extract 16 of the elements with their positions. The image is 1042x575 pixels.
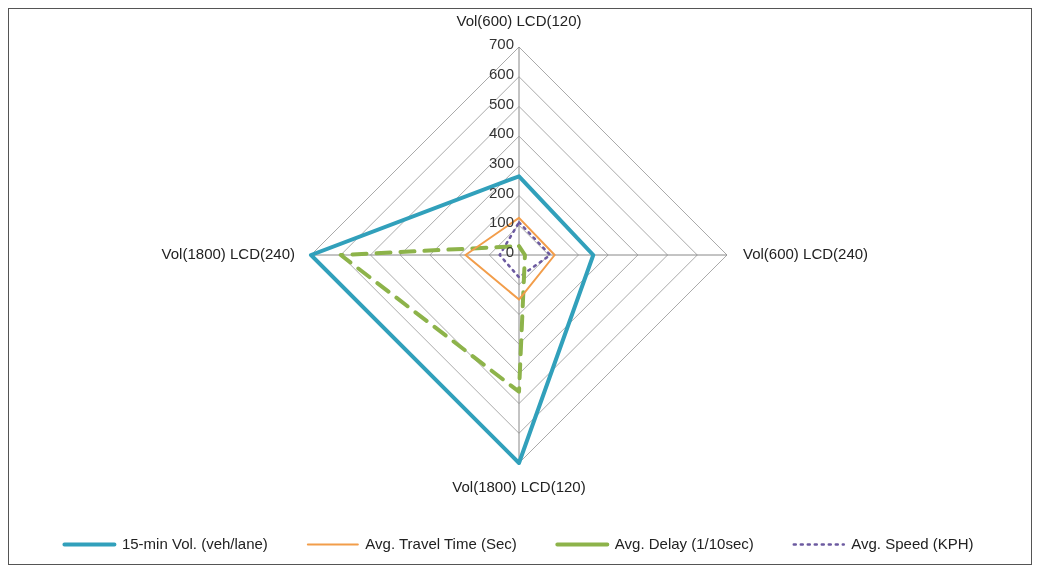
- y-tick-label: 500: [488, 94, 514, 112]
- spoke-label: Vol(1800) LCD(240): [161, 245, 295, 263]
- y-tick-label: 400: [488, 124, 514, 142]
- legend-label: Avg. Delay (1/10sec): [614, 534, 754, 552]
- y-tick-label: 0: [505, 243, 514, 261]
- y-tick-label: 200: [488, 183, 514, 201]
- y-tick-label: 700: [488, 35, 514, 53]
- y-tick-label: 100: [488, 213, 514, 231]
- spoke-label: Vol(1800) LCD(120): [452, 478, 586, 496]
- spoke-label: Vol(600) LCD(120): [456, 12, 582, 30]
- y-tick-label: 300: [488, 154, 514, 171]
- legend-label: Avg. Speed (KPH): [851, 534, 974, 552]
- spoke-label: Vol(600) LCD(240): [743, 245, 869, 263]
- y-tick-label: 600: [488, 64, 514, 82]
- legend-label: 15-min Vol. (veh/lane): [121, 534, 268, 552]
- legend-label: Avg. Travel Time (Sec): [365, 534, 517, 552]
